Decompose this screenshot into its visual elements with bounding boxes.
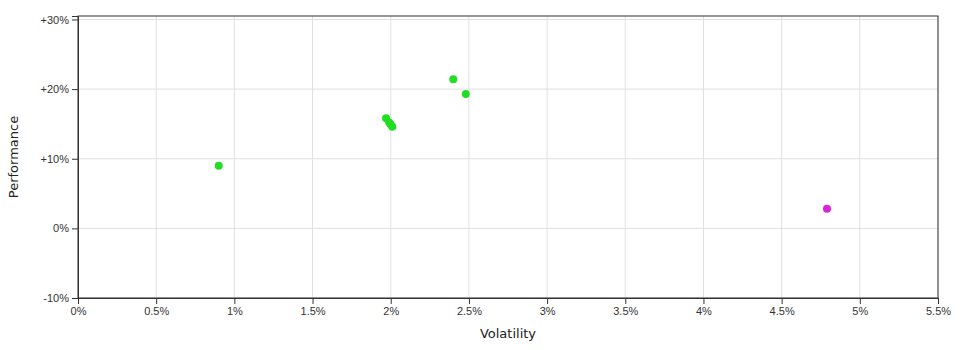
tick-mark	[72, 89, 78, 90]
y-tick: +20%	[41, 83, 78, 95]
grid-line	[859, 16, 860, 298]
tick-label: 3.5%	[613, 305, 638, 317]
grid-line	[625, 16, 626, 298]
point	[215, 162, 223, 170]
tick-label: +30%	[41, 14, 70, 26]
tick-label: 3%	[540, 305, 556, 317]
tick-mark	[782, 298, 783, 304]
x-tick: 5.5%	[926, 298, 951, 317]
tick-label: 0.5%	[144, 305, 169, 317]
x-axis-title: Volatility	[480, 326, 536, 341]
chart: 0% 0.5% 1% 1.5% 2% 2.5% 3% 3.5% 4% 4.5% 5% 5.5% +30%…	[0, 0, 966, 350]
tick-label: 0%	[53, 222, 69, 234]
tick-label: +10%	[41, 153, 70, 165]
tick-mark	[703, 298, 704, 304]
tick-label: +20%	[41, 83, 70, 95]
tick-mark	[313, 298, 314, 304]
point	[823, 205, 831, 213]
grid-line	[78, 228, 938, 229]
x-tick: 1%	[227, 298, 243, 317]
grid-line	[156, 16, 157, 298]
tick-mark	[72, 19, 78, 20]
tick-mark	[72, 159, 78, 160]
grid-line	[234, 16, 235, 298]
axis-line	[72, 17, 79, 299]
y-axis-title: Performance	[6, 116, 21, 198]
grid-line	[468, 16, 469, 298]
points	[215, 75, 831, 213]
tick-mark	[469, 298, 470, 304]
tick-mark	[625, 298, 626, 304]
tick-label: 1.5%	[301, 305, 326, 317]
tick-mark	[391, 298, 392, 304]
grid-line	[547, 16, 548, 298]
x-tick: 2.5%	[457, 298, 482, 317]
axis-line	[79, 299, 939, 305]
series	[823, 205, 831, 213]
tick-label: 2.5%	[457, 305, 482, 317]
tick-mark	[234, 298, 235, 304]
grid-line	[312, 16, 313, 298]
plot: 0% 0.5% 1% 1.5% 2% 2.5% 3% 3.5% 4% 4.5% 5% 5.5% +30%…	[41, 14, 952, 317]
grid-line	[390, 16, 391, 298]
tick-mark	[156, 298, 157, 304]
tick-mark	[938, 298, 939, 304]
grid-line	[78, 89, 938, 90]
x-tick: 5%	[852, 298, 868, 317]
plot-frame	[78, 16, 938, 298]
series	[215, 75, 470, 169]
x-tick: 4.5%	[770, 298, 795, 317]
x-tick: 0%	[71, 298, 87, 317]
point	[388, 123, 396, 131]
tick-mark	[860, 298, 861, 304]
tick-label: 4%	[696, 305, 712, 317]
x-tick: 1.5%	[301, 298, 326, 317]
point	[449, 75, 457, 83]
tick-label: 4.5%	[770, 305, 795, 317]
y-tick: -10%	[43, 292, 78, 304]
x-tick: 0.5%	[144, 298, 169, 317]
x-tick: 3%	[540, 298, 556, 317]
tick-label: -10%	[43, 292, 69, 304]
tick-mark	[547, 298, 548, 304]
grid-line	[781, 16, 782, 298]
x-tick: 2%	[383, 298, 399, 317]
tick-label: 1%	[227, 305, 243, 317]
tick-label: 5.5%	[926, 305, 951, 317]
x-tick: 4%	[696, 298, 712, 317]
grid	[78, 16, 938, 298]
tick-mark	[72, 228, 78, 229]
x-tick: 3.5%	[613, 298, 638, 317]
tick-label: 0%	[71, 305, 87, 317]
y-tick: +30%	[41, 14, 78, 26]
grid-line	[78, 19, 938, 20]
x-axis: 0% 0.5% 1% 1.5% 2% 2.5% 3% 3.5% 4% 4.5% 5% 5.5%	[71, 298, 952, 317]
y-tick: +10%	[41, 153, 78, 165]
grid-line	[78, 158, 938, 159]
tick-label: 2%	[383, 305, 399, 317]
tick-mark	[72, 298, 78, 299]
point	[462, 90, 470, 98]
y-axis: +30% +20% +10% 0% -10%	[41, 14, 79, 305]
grid-line	[703, 16, 704, 298]
tick-label: 5%	[852, 305, 868, 317]
y-tick: 0%	[53, 222, 78, 234]
